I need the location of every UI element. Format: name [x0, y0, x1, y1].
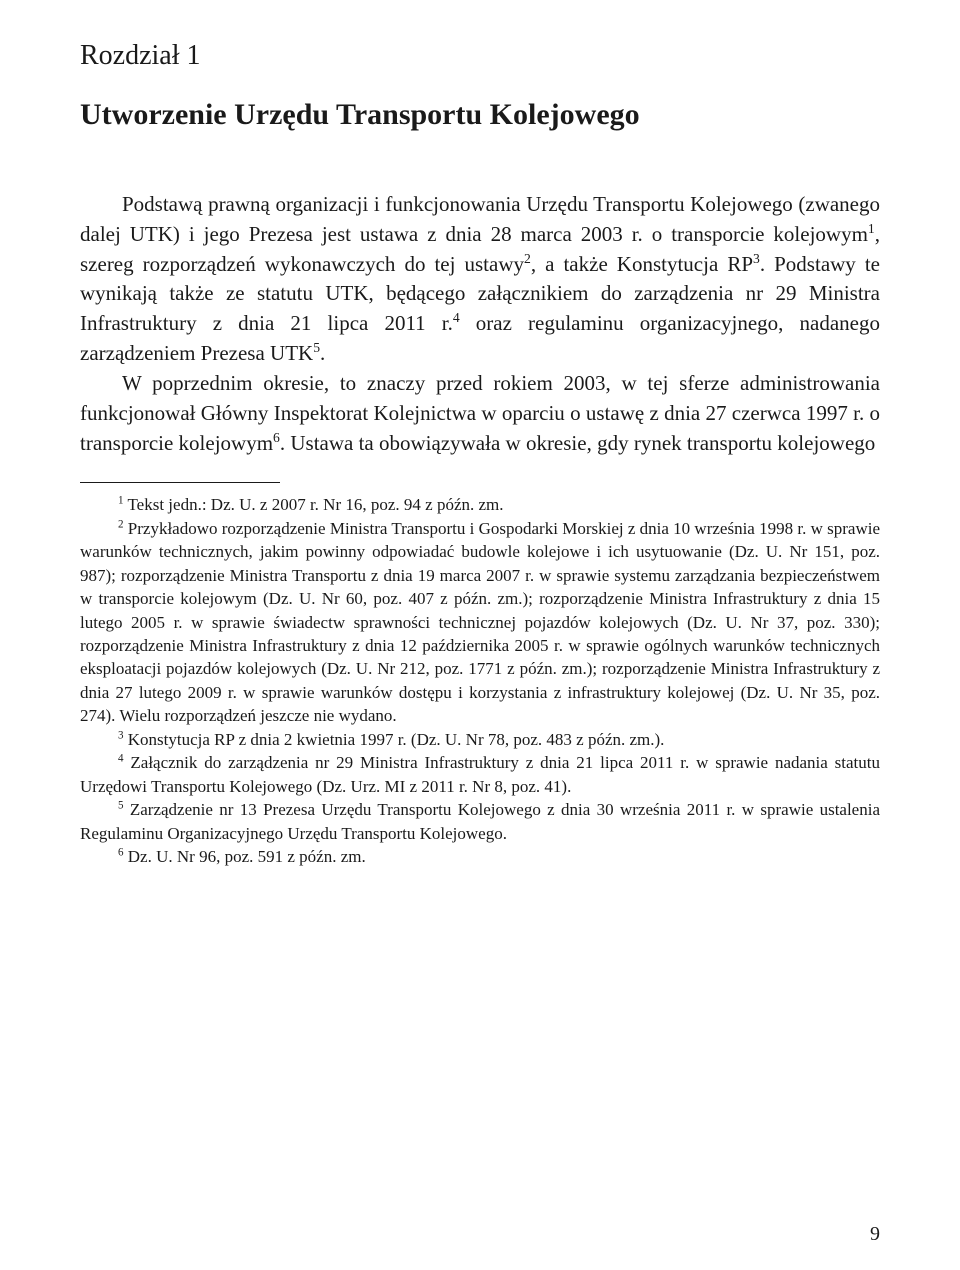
footnote-separator: [80, 482, 280, 483]
footnote-ref-5: 5: [313, 340, 320, 355]
chapter-title: Utworzenie Urzędu Transportu Kolejowego: [80, 98, 880, 132]
footnote-ref-2: 2: [524, 251, 531, 266]
footnote-5: 5 Zarządzenie nr 13 Prezesa Urzędu Trans…: [80, 798, 880, 845]
para1-text-a: Podstawą prawną organizacji i funkcjonow…: [80, 192, 880, 246]
footnote-1: 1 Tekst jedn.: Dz. U. z 2007 r. Nr 16, p…: [80, 493, 880, 516]
footnote-ref-4: 4: [453, 310, 460, 325]
footnote-ref-6: 6: [273, 430, 280, 445]
footnote-3-text: Konstytucja RP z dnia 2 kwietnia 1997 r.…: [124, 730, 665, 749]
footnote-2: 2 Przykładowo rozporządzenie Ministra Tr…: [80, 517, 880, 728]
footnote-ref-3: 3: [753, 251, 760, 266]
paragraph-2: W poprzednim okresie, to znaczy przed ro…: [80, 369, 880, 458]
page-number: 9: [870, 1223, 880, 1246]
paragraph-1: Podstawą prawną organizacji i funkcjonow…: [80, 190, 880, 369]
para1-text-c: , a także Konstytucja RP: [531, 252, 753, 276]
footnote-5-text: Zarządzenie nr 13 Prezesa Urzędu Transpo…: [80, 800, 880, 842]
chapter-label: Rozdział 1: [80, 40, 880, 72]
footnote-ref-1: 1: [868, 221, 875, 236]
footnote-1-text: Tekst jedn.: Dz. U. z 2007 r. Nr 16, poz…: [124, 495, 504, 514]
footnote-6: 6 Dz. U. Nr 96, poz. 591 z późn. zm.: [80, 845, 880, 868]
para1-text-f: .: [320, 341, 325, 365]
footnote-4-text: Załącznik do zarządzenia nr 29 Ministra …: [80, 753, 880, 795]
footnote-3: 3 Konstytucja RP z dnia 2 kwietnia 1997 …: [80, 728, 880, 751]
footnote-2-text: Przykładowo rozporządzenie Ministra Tran…: [80, 519, 880, 726]
para2-text-b: . Ustawa ta obowiązywała w okresie, gdy …: [280, 431, 875, 455]
footnote-6-text: Dz. U. Nr 96, poz. 591 z późn. zm.: [124, 847, 366, 866]
footnote-4: 4 Załącznik do zarządzenia nr 29 Ministr…: [80, 751, 880, 798]
